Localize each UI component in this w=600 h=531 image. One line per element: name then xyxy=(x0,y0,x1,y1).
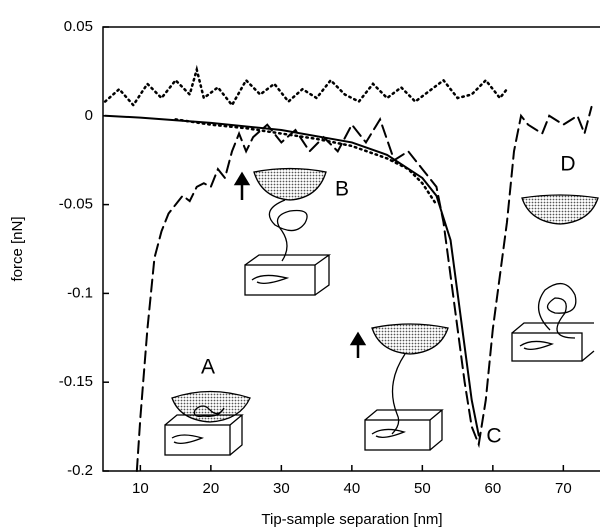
y-tick-label: 0 xyxy=(85,107,93,124)
y-tick-label: -0.1 xyxy=(67,284,93,301)
series-line xyxy=(174,118,438,206)
y-tick-label: -0.05 xyxy=(59,196,93,213)
x-tick-label: 40 xyxy=(344,480,361,497)
y-tick-label: -0.2 xyxy=(67,462,93,479)
annotation: C xyxy=(486,425,501,448)
x-tick-label: 60 xyxy=(485,480,502,497)
annotation: D xyxy=(560,153,575,176)
cartoon-b xyxy=(233,167,332,296)
cartoon-a xyxy=(164,390,251,456)
annotation: A xyxy=(201,356,215,379)
x-tick-label: 50 xyxy=(414,480,431,497)
y-tick-label: -0.15 xyxy=(59,373,93,390)
x-tick-label: 70 xyxy=(555,480,572,497)
annotation: B xyxy=(335,178,349,201)
x-axis-label: Tip-sample separation [nm] xyxy=(261,511,442,528)
series-line xyxy=(103,64,509,108)
series-line xyxy=(104,114,480,437)
x-tick-label: 30 xyxy=(273,480,290,497)
x-tick-label: 20 xyxy=(203,480,220,497)
cartoon-d xyxy=(511,194,599,362)
x-tick-label: 10 xyxy=(132,480,149,497)
y-axis-label: force [nN] xyxy=(9,216,26,281)
cartoon-c xyxy=(349,323,449,451)
series-line xyxy=(135,105,593,472)
y-tick-label: 0.05 xyxy=(64,18,93,35)
